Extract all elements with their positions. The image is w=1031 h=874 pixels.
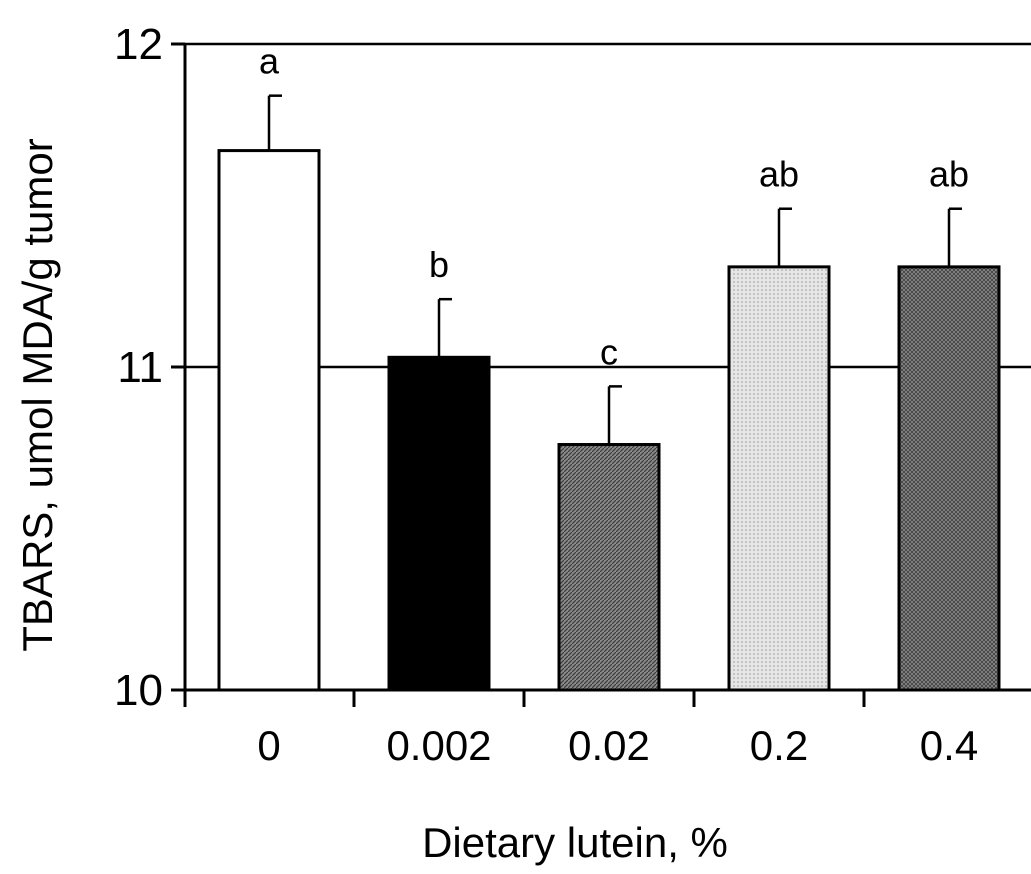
bar-2 [557, 443, 661, 692]
significance-label-3: ab [759, 154, 799, 195]
labels-layer: a 0 b 0.002 c 0.02 ab 0.2 ab 0.4 10 11 12 [114, 20, 978, 769]
bar-1 [387, 355, 491, 692]
bar-3 [727, 265, 831, 692]
grid-layer [185, 42, 1031, 369]
significance-label-1: b [429, 244, 449, 285]
axes-layer [171, 42, 1031, 707]
y-axis-title: TBARS, umol MDA/g tumor [14, 138, 61, 651]
x-tick-label-1: 0.002 [386, 722, 491, 769]
y-tick-label-1: 11 [117, 343, 163, 392]
bars-layer [217, 94, 1001, 692]
x-axis-title: Dietary lutein, % [422, 819, 728, 866]
y-tick-label-0: 10 [114, 666, 163, 715]
x-tick-label-0: 0 [257, 722, 280, 769]
bar-0 [217, 149, 321, 692]
bar-4 [897, 265, 1001, 692]
significance-label-2: c [600, 331, 618, 372]
x-tick-label-3: 0.2 [750, 722, 808, 769]
x-tick-label-2: 0.02 [568, 722, 650, 769]
significance-label-0: a [259, 41, 280, 82]
significance-label-4: ab [929, 154, 969, 195]
y-tick-label-2: 12 [114, 20, 163, 69]
x-tick-label-4: 0.4 [920, 722, 978, 769]
